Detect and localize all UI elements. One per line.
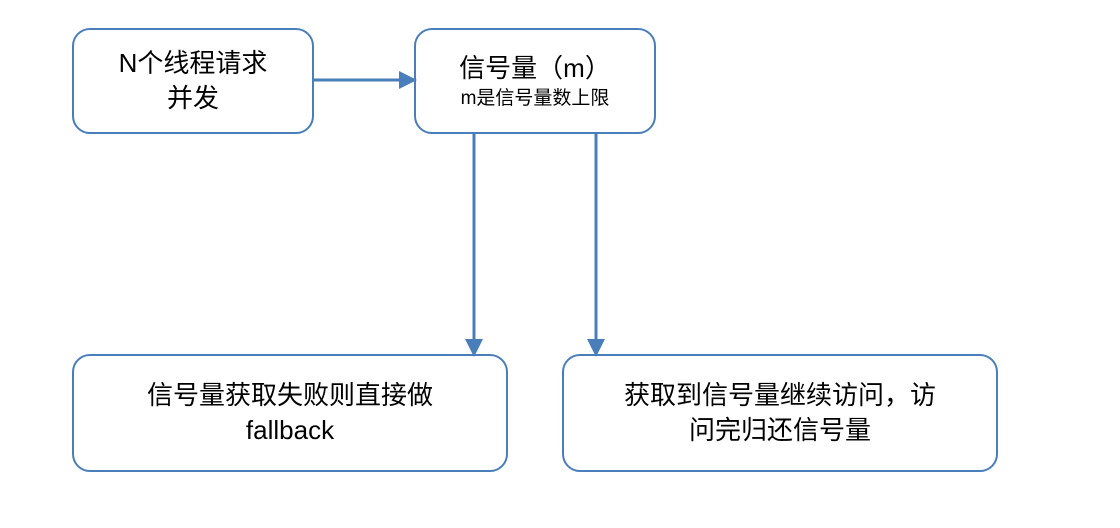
flowchart-node-semaphore: 信号量（m） m是信号量数上限 [414,28,656,134]
flowchart-node-success: 获取到信号量继续访问，访 问完归还信号量 [562,354,998,472]
node-line: m是信号量数上限 [461,86,610,112]
node-line: 信号量（m） [459,51,611,86]
node-line: 并发 [167,81,219,116]
flowchart-node-fallback: 信号量获取失败则直接做 fallback [72,354,508,472]
node-line: 获取到信号量继续访问，访 [624,378,936,413]
node-line: N个线程请求 [119,46,268,81]
node-line: 问完归还信号量 [689,413,871,448]
flowchart-node-threads: N个线程请求 并发 [72,28,314,134]
node-line: fallback [246,413,334,448]
node-line: 信号量获取失败则直接做 [147,378,433,413]
